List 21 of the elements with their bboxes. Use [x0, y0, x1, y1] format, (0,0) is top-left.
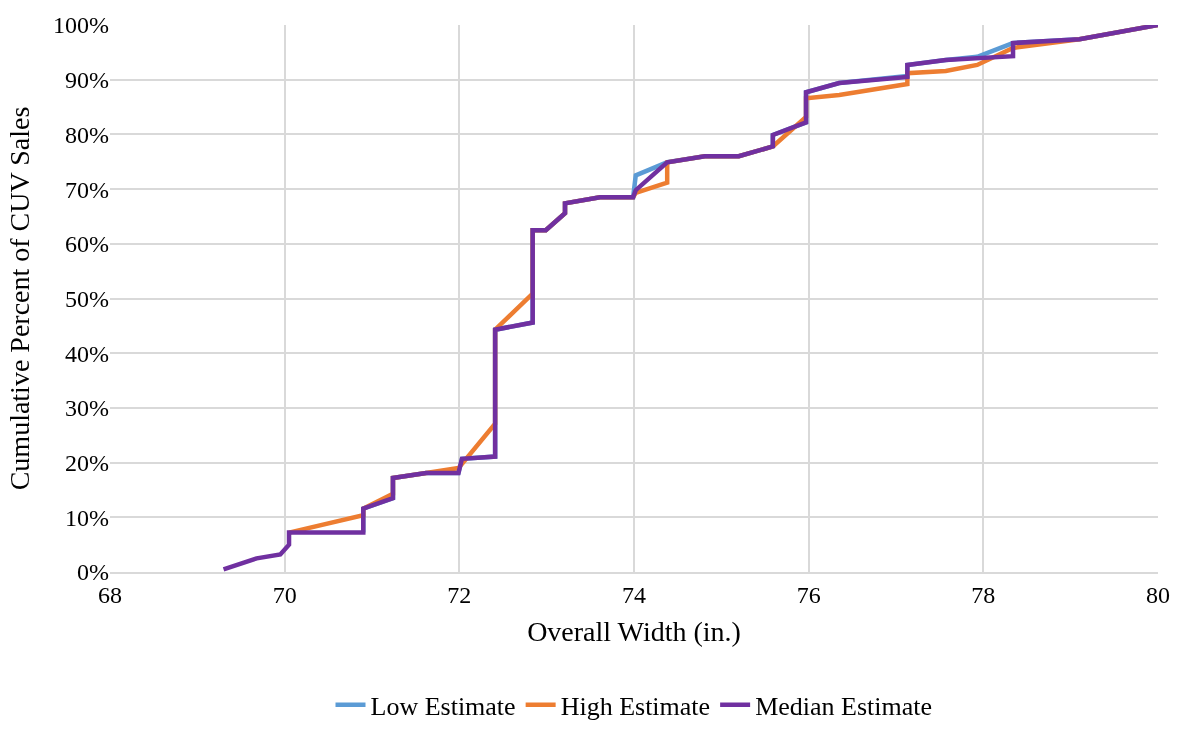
- x-tick-label: 72: [447, 581, 472, 608]
- y-tick-label: 50%: [65, 285, 109, 312]
- legend-label: Median Estimate: [755, 691, 933, 721]
- y-tick-label: 80%: [65, 121, 109, 148]
- x-tick-label: 80: [1146, 581, 1170, 608]
- y-tick-label: 40%: [65, 340, 109, 367]
- x-tick-label: 74: [622, 581, 646, 608]
- y-tick-label: 100%: [53, 12, 109, 39]
- y-tick-label: 30%: [65, 395, 109, 422]
- legend-label: Low Estimate: [370, 691, 516, 721]
- x-tick-label: 78: [971, 581, 996, 608]
- y-tick-label: 90%: [65, 67, 109, 94]
- x-tick-label: 70: [272, 581, 297, 608]
- y-tick-label: 10%: [65, 504, 109, 531]
- y-axis-title: Cumulative Percent of CUV Sales: [3, 106, 35, 491]
- x-tick-label: 76: [796, 581, 821, 608]
- y-tick-label: 60%: [65, 231, 109, 258]
- x-axis-title: Overall Width (in.): [527, 616, 741, 648]
- y-tick-label: 20%: [65, 450, 109, 476]
- legend-label: High Estimate: [560, 691, 711, 721]
- y-tick-label: 70%: [65, 176, 109, 203]
